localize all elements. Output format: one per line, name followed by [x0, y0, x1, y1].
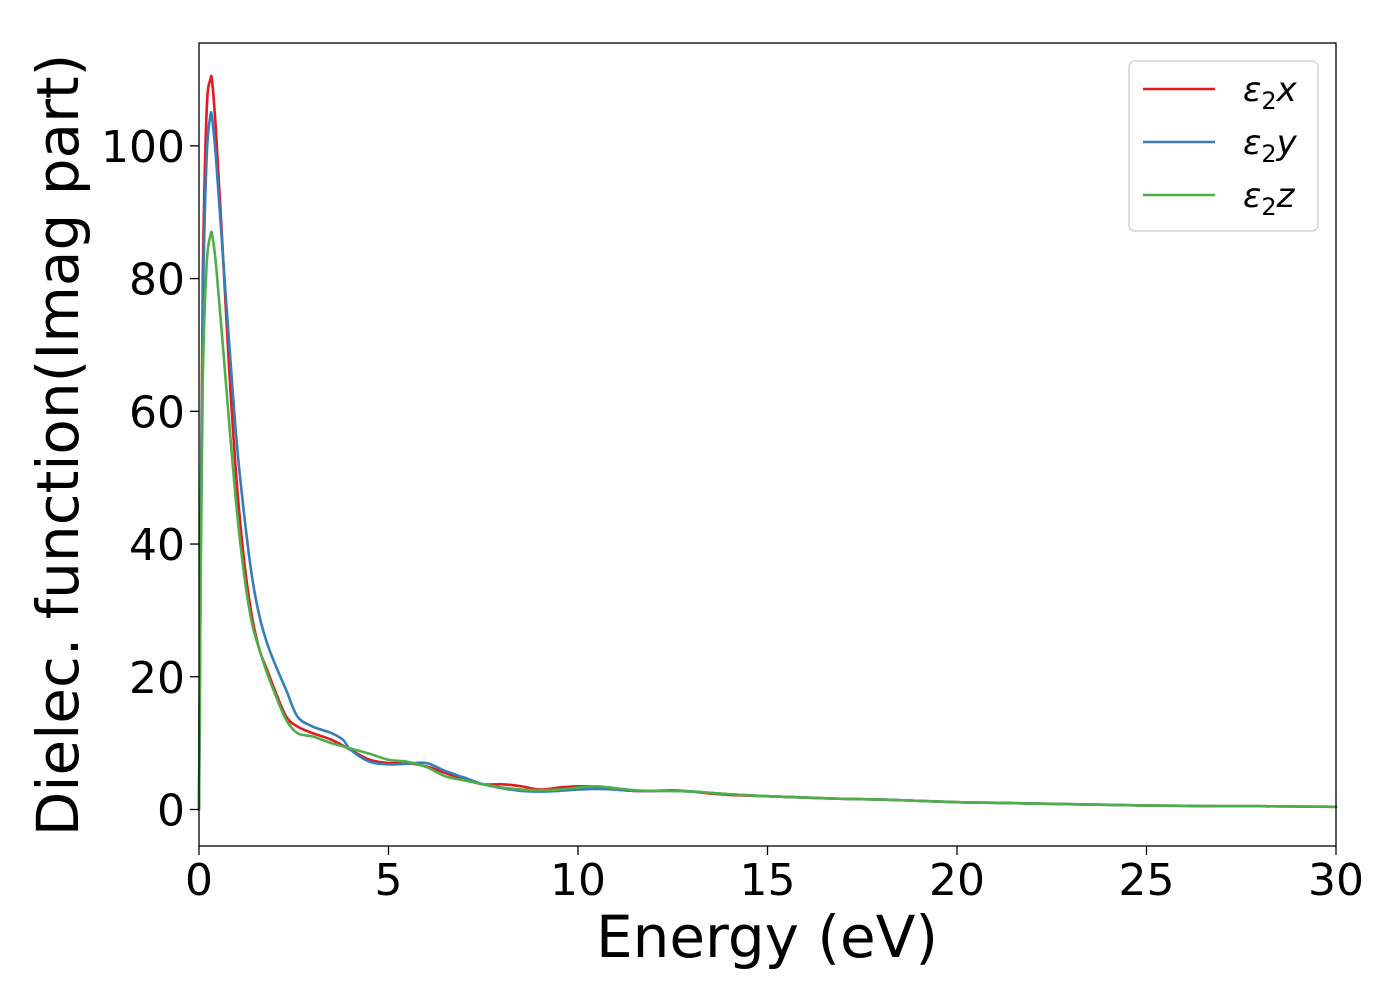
x-axis-ticks: 0 5 10 15 20 25 30 — [185, 846, 1364, 906]
x-tick-label: 0 — [185, 855, 213, 906]
legend-label-z: ε2z — [1243, 176, 1296, 221]
series-layer — [197, 74, 1338, 811]
y-tick-label: 40 — [129, 520, 185, 571]
x-tick-label: 30 — [1308, 855, 1364, 906]
legend: ε2x ε2y ε2z — [1128, 60, 1319, 232]
x-tick-label: 20 — [929, 855, 985, 906]
y-axis-ticks: 0 20 40 60 80 100 — [101, 122, 199, 837]
legend-box — [1128, 60, 1319, 232]
x-tick-label: 25 — [1119, 855, 1175, 906]
legend-label-y: ε2y — [1243, 123, 1298, 168]
legend-label-x: ε2x — [1243, 70, 1298, 115]
y-axis-label: Dielec. function(Imag part) — [24, 54, 92, 837]
x-tick-label: 5 — [375, 855, 403, 906]
y-tick-label: 0 — [157, 786, 185, 837]
y-tick-label: 100 — [101, 122, 185, 173]
x-axis-label: Energy (eV) — [596, 903, 938, 971]
y-tick-label: 60 — [129, 387, 185, 438]
y-tick-label: 80 — [129, 255, 185, 306]
series-line-z — [197, 230, 1338, 811]
x-tick-label: 15 — [740, 855, 796, 906]
y-tick-label: 20 — [129, 653, 185, 704]
legend-entries: ε2x ε2y ε2z — [1143, 70, 1298, 221]
x-tick-label: 10 — [550, 855, 606, 906]
